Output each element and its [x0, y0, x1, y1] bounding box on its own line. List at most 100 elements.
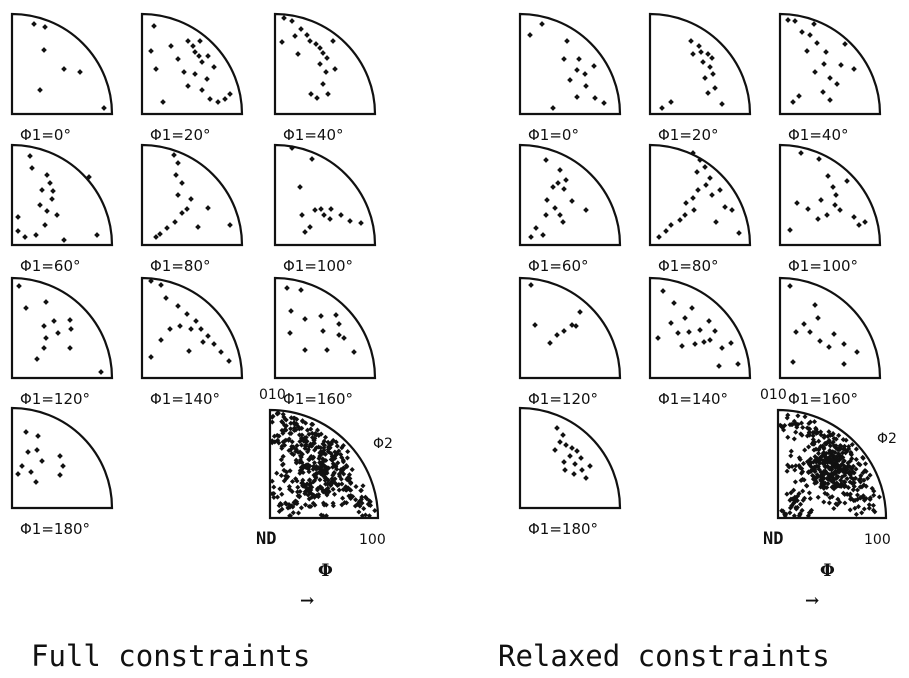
data-point: [315, 494, 321, 500]
data-point: [863, 483, 869, 489]
data-point: [321, 445, 327, 451]
data-point: [54, 212, 60, 218]
data-point: [34, 447, 40, 453]
data-point: [188, 326, 194, 332]
data-point: [712, 85, 718, 91]
data-point: [193, 318, 199, 324]
data-point: [312, 430, 319, 436]
data-point: [195, 224, 201, 230]
data-point: [792, 467, 798, 473]
data-point: [574, 67, 580, 73]
data-point: [280, 420, 286, 426]
panel-frame: [273, 143, 377, 247]
data-point: [286, 447, 292, 454]
data-point: [289, 478, 296, 485]
data-point: [698, 49, 704, 55]
data-point: [347, 475, 353, 482]
data-point: [304, 32, 310, 38]
data-point: [835, 496, 841, 502]
data-point: [561, 56, 567, 62]
data-point: [333, 312, 339, 318]
data-point: [342, 500, 348, 506]
data-point: [289, 450, 295, 457]
panel-label: Φ1=120°: [20, 390, 90, 408]
data-point: [577, 309, 583, 315]
data-point: [792, 18, 798, 24]
data-point: [278, 457, 284, 463]
panel-frame: [518, 276, 622, 380]
data-point: [702, 75, 708, 81]
data-point: [564, 38, 570, 44]
data-point: [844, 178, 850, 184]
data-point: [301, 463, 307, 469]
data-point: [280, 461, 286, 467]
data-point: [736, 230, 742, 236]
data-point: [819, 453, 825, 459]
data-point: [815, 494, 821, 500]
data-point: [67, 317, 73, 323]
summary-right-label: Φ2: [877, 431, 897, 447]
data-point: [540, 232, 546, 238]
data-point: [299, 459, 305, 465]
data-point: [98, 369, 104, 375]
data-point: [569, 322, 575, 328]
summary-top-label: 010: [259, 387, 286, 403]
data-point: [683, 200, 689, 206]
summary-phi-label: Φ: [820, 561, 835, 581]
data-point: [324, 347, 330, 353]
data-point: [806, 461, 813, 467]
data-point: [663, 228, 669, 234]
summary-arrow: →: [805, 591, 819, 611]
data-point: [571, 471, 577, 477]
data-point: [302, 489, 308, 495]
data-point: [828, 453, 834, 459]
data-point: [101, 105, 107, 111]
data-point: [164, 225, 170, 231]
data-point: [290, 504, 296, 510]
data-point: [688, 38, 694, 44]
data-point: [787, 283, 793, 289]
data-point: [49, 196, 55, 202]
panel-frame: [273, 12, 377, 116]
data-point: [831, 486, 837, 492]
data-point: [349, 467, 355, 473]
data-point: [358, 220, 364, 226]
data-point: [543, 157, 549, 163]
data-point: [846, 446, 852, 452]
data-point: [700, 59, 706, 65]
data-point: [281, 467, 287, 473]
data-point: [305, 449, 311, 455]
data-point: [300, 477, 306, 483]
data-point: [199, 87, 205, 93]
data-point: [842, 41, 848, 47]
panel-frame: [648, 143, 752, 247]
data-point: [786, 464, 792, 470]
data-point: [527, 32, 533, 38]
data-point: [562, 467, 568, 473]
data-point: [712, 328, 718, 334]
data-point: [330, 437, 336, 443]
data-point: [16, 283, 22, 289]
data-point: [567, 453, 573, 459]
data-point: [344, 455, 350, 461]
data-point: [695, 187, 701, 193]
data-point: [44, 172, 50, 178]
summary-pole-figure-full: [268, 408, 380, 520]
data-point: [51, 318, 57, 324]
data-point: [297, 468, 303, 474]
data-point: [279, 39, 285, 45]
data-point: [862, 219, 868, 225]
data-point: [675, 330, 681, 336]
data-point: [299, 442, 305, 448]
data-point: [184, 206, 190, 212]
data-point: [679, 343, 685, 349]
summary-nd-label: ND: [256, 529, 276, 549]
data-point: [168, 43, 174, 49]
pole-figure-panel: Φ1=120°: [518, 276, 622, 408]
data-point: [719, 345, 725, 351]
data-point: [298, 287, 304, 293]
data-point: [15, 228, 21, 234]
data-point: [838, 477, 844, 483]
data-point: [826, 429, 832, 435]
data-point: [825, 471, 831, 477]
